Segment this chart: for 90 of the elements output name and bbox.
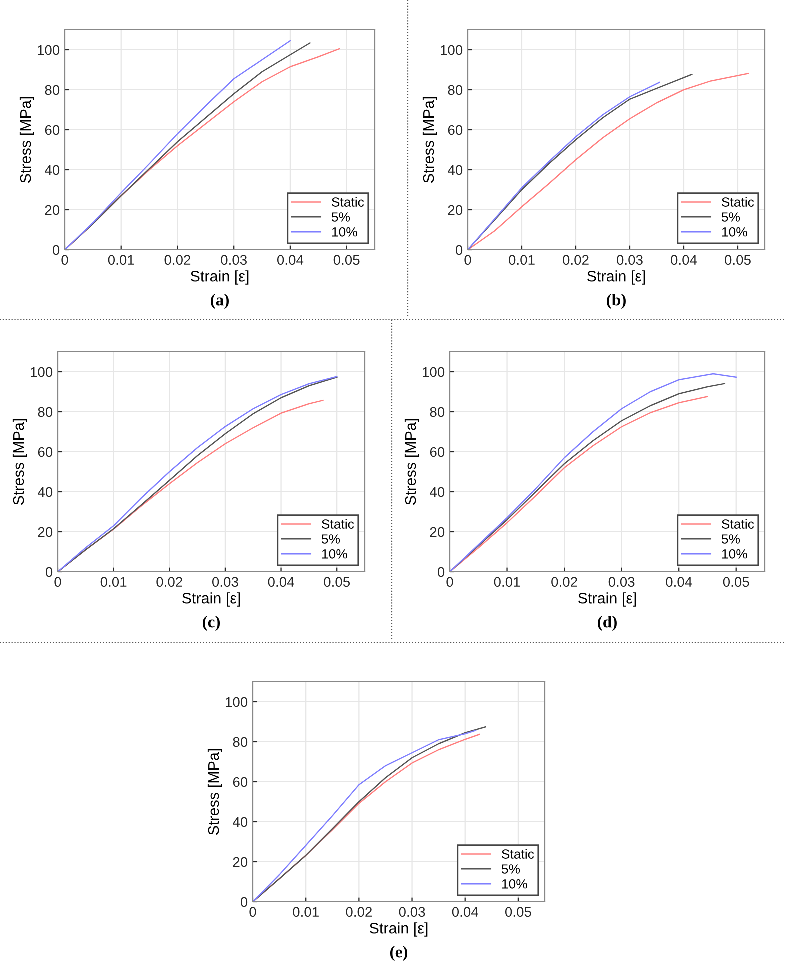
legend-label: Static (502, 849, 534, 859)
legend-label: 5% (332, 212, 350, 222)
text: (a) (211, 294, 229, 310)
x-tick-label: 0.02 (156, 577, 182, 588)
y-axis-title: Stress [MPa] (12, 419, 28, 506)
y-tick-label: 20 (45, 205, 60, 216)
legend-label: 5% (322, 534, 340, 544)
text: (b) (607, 294, 626, 310)
x-tick-label: 0.04 (671, 255, 698, 266)
x-tick-label: 0.02 (552, 577, 578, 588)
x-tick-label: 0.05 (324, 577, 350, 588)
x-tick-label: 0.05 (505, 907, 532, 918)
legend-label: 10% (332, 227, 358, 237)
x-axis-title: Strain [ε] (190, 270, 249, 285)
y-tick-label: 100 (441, 45, 463, 56)
x-tick-label: 0.01 (108, 255, 134, 266)
y-tick-label: 60 (430, 447, 445, 458)
line-series (468, 74, 693, 250)
x-tick-label: 0 (464, 255, 472, 266)
text: (e) (390, 946, 408, 962)
y-tick-label: 100 (226, 697, 248, 708)
x-axis-title: Strain [ε] (578, 592, 636, 607)
y-tick-label: 80 (448, 85, 463, 96)
y-tick-label: 80 (430, 407, 445, 418)
y-axis-title: Stress [MPa] (208, 749, 222, 836)
x-tick-label: 0.04 (452, 907, 478, 918)
x-tick-label: 0.03 (617, 255, 643, 266)
x-tick-label: 0 (250, 907, 256, 918)
legend-label: 5% (722, 534, 740, 544)
x-tick-label: 0.02 (164, 255, 191, 266)
x-tick-label: 0.04 (666, 577, 692, 588)
x-tick-label: 0.01 (100, 577, 127, 588)
text: (d) (598, 616, 617, 632)
y-tick-label: 20 (448, 205, 463, 216)
y-axis-title: Stress [MPa] (422, 97, 438, 184)
y-tick-label: 60 (233, 777, 248, 788)
y-tick-label: 40 (45, 165, 60, 176)
legend-label: 10% (722, 549, 748, 559)
x-tick-label: 0.05 (723, 577, 750, 588)
y-tick-label: 0 (46, 567, 53, 578)
legend-label: Static (322, 519, 354, 529)
x-tick-label: 0.02 (563, 255, 589, 266)
y-tick-label: 80 (45, 85, 60, 96)
x-tick-label: 0 (62, 255, 68, 266)
legend-label: Static (722, 197, 754, 207)
y-tick-label: 20 (430, 527, 445, 538)
y-tick-label: 80 (233, 737, 248, 748)
legend-label: 10% (502, 879, 528, 889)
x-tick-label: 0.05 (334, 255, 360, 266)
y-tick-label: 80 (38, 407, 53, 418)
y-tick-label: 0 (52, 245, 60, 256)
x-tick-label: 0.03 (608, 577, 635, 588)
x-tick-label: 0.04 (277, 255, 304, 266)
x-tick-label: 0.04 (268, 577, 294, 588)
x-tick-label: 0.02 (346, 907, 372, 918)
y-tick-label: 60 (448, 125, 463, 136)
y-tick-label: 0 (240, 897, 248, 908)
x-tick-label: 0.03 (221, 255, 247, 266)
y-axis-title: Stress [MPa] (20, 97, 34, 184)
y-tick-label: 40 (448, 165, 463, 176)
x-tick-label: 0.01 (494, 577, 520, 588)
y-tick-label: 100 (31, 367, 53, 378)
text: (c) (202, 616, 220, 632)
x-axis-title: Strain [ε] (182, 592, 240, 607)
y-tick-label: 60 (45, 125, 60, 136)
y-tick-label: 40 (38, 487, 53, 498)
y-axis-title: Stress [MPa] (404, 419, 420, 506)
legend-label: Static (722, 519, 754, 529)
x-tick-label: 0.03 (212, 577, 238, 588)
x-axis-title: Strain [ε] (587, 270, 646, 285)
x-axis-title: Strain [ε] (370, 922, 428, 937)
line-series (468, 82, 660, 250)
legend-label: 10% (322, 549, 348, 559)
y-tick-label: 20 (233, 857, 248, 868)
y-tick-label: 100 (423, 367, 445, 378)
legend-label: 5% (502, 864, 520, 874)
y-tick-label: 20 (38, 527, 53, 538)
y-tick-label: 60 (38, 447, 53, 458)
y-tick-label: 100 (38, 45, 60, 56)
x-tick-label: 0.01 (293, 907, 319, 918)
legend-label: Static (332, 197, 364, 207)
y-tick-label: 0 (438, 567, 445, 578)
legend-label: 10% (722, 227, 748, 237)
y-tick-label: 0 (456, 245, 463, 256)
y-tick-label: 40 (430, 487, 445, 498)
x-tick-label: 0.01 (509, 255, 535, 266)
x-tick-label: 0.05 (725, 255, 751, 266)
legend-label: 5% (722, 212, 740, 222)
y-tick-label: 40 (233, 817, 248, 828)
x-tick-label: 0.03 (399, 907, 426, 918)
